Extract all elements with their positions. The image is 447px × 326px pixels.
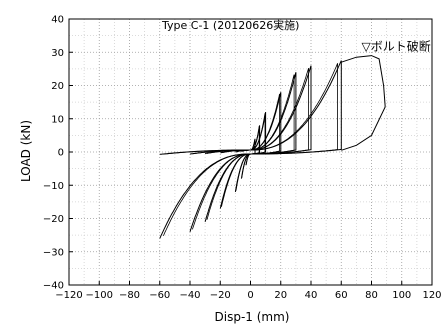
y-tick-label: −40	[43, 281, 64, 292]
y-tick-label: 40	[51, 15, 64, 26]
x-tick-label: −100	[86, 290, 113, 301]
y-tick-label: 30	[51, 48, 64, 59]
x-tick-label: 0	[247, 290, 253, 301]
y-tick-label: 20	[51, 81, 64, 92]
x-tick-label: 60	[335, 290, 348, 301]
y-tick-label: −30	[43, 247, 64, 258]
curves	[159, 55, 386, 239]
x-tick-label: −120	[55, 290, 82, 301]
hysteresis-loop-repeat	[163, 63, 338, 237]
y-tick-label: 0	[58, 148, 64, 159]
y-tick-label: −20	[43, 214, 64, 225]
x-tick-label: 80	[365, 290, 378, 301]
x-tick-label: 100	[392, 290, 411, 301]
x-tick-label: 20	[274, 290, 287, 301]
ticks: −120 −100 −80 −60 −40 −20 0 20 40 60 80 100 120−40−3…	[43, 15, 442, 302]
x-tick-label: 120	[422, 290, 441, 301]
y-axis-label: LOAD (kN)	[19, 120, 33, 182]
x-axis-label: Disp-1 (mm)	[215, 310, 290, 324]
failure-curve	[341, 55, 386, 151]
y-tick-label: 10	[51, 114, 64, 125]
chart-title: Type C-1 (20120626実施)	[161, 18, 299, 32]
annotation-bolt-break: ▽ボルト破断	[362, 39, 431, 54]
x-tick-label: −20	[210, 290, 231, 301]
x-tick-label: −40	[179, 290, 200, 301]
y-tick-label: −10	[43, 181, 64, 192]
x-tick-label: −60	[149, 290, 170, 301]
x-tick-label: 40	[305, 290, 318, 301]
x-tick-label: −80	[119, 290, 140, 301]
